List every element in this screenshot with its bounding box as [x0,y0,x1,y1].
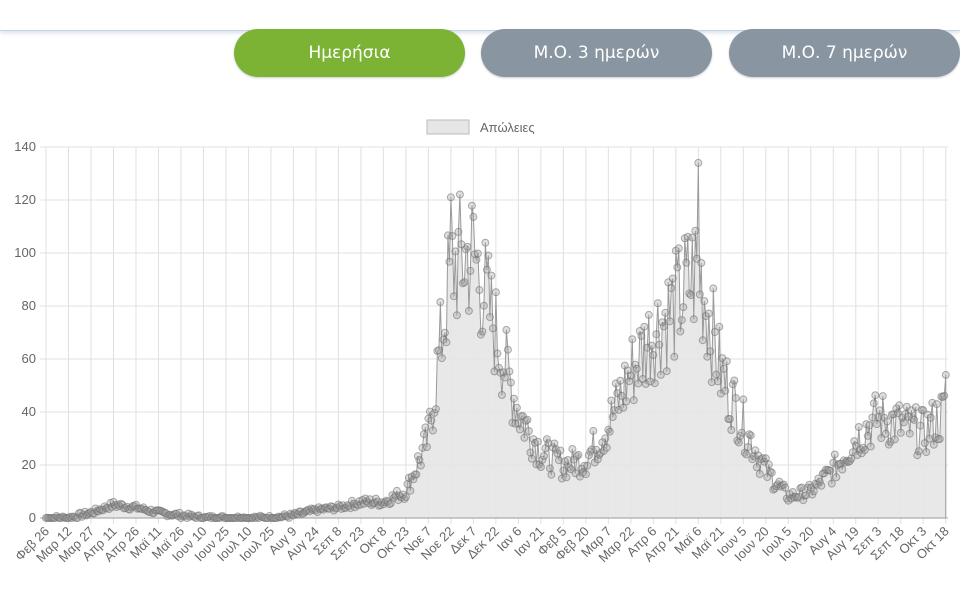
y-tick-label: 120 [14,192,36,207]
y-axis: 0 20 40 60 80 100 120 140 [14,139,36,525]
daily-button[interactable]: Ημερήσια [234,29,465,77]
series-deaths [42,158,950,522]
top-bar [0,0,960,31]
legend-swatch [426,119,470,135]
y-tick-label: 100 [14,245,36,260]
3day-average-button[interactable]: Μ.Ο. 3 ημερών [481,29,712,77]
y-tick-label: 0 [29,510,36,525]
y-tick-label: 60 [22,351,36,366]
y-tick-label: 20 [22,457,36,472]
legend-label: Απώλειες [480,120,535,135]
chart-legend[interactable]: Απώλειες [426,119,535,135]
y-tick-label: 140 [14,139,36,154]
y-tick-label: 40 [22,404,36,419]
7day-average-button[interactable]: Μ.Ο. 7 ημερών [729,29,960,77]
y-tick-label: 80 [22,298,36,313]
